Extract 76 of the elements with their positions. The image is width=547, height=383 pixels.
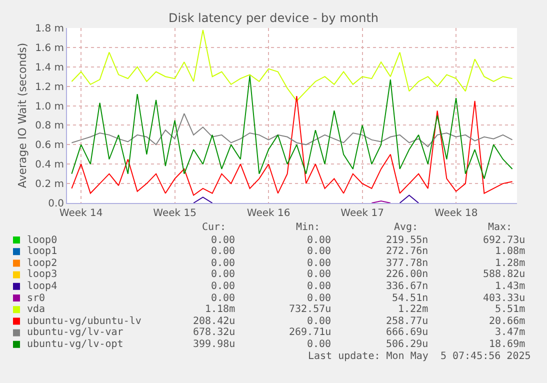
text: 0.00 — [211, 269, 236, 280]
text: Min: — [296, 222, 320, 233]
text: 208.42u — [193, 316, 236, 327]
x-tick-label: Week 17 — [340, 208, 384, 219]
legend-label: loop1 — [27, 246, 58, 257]
legend-label: vda — [27, 304, 46, 315]
y-tick-label: 0.0 — [48, 198, 64, 210]
x-tick-label: Week 18 — [434, 208, 478, 219]
text: 0.00 — [211, 258, 236, 269]
chart-title: Disk latency per device - by month — [168, 11, 379, 26]
y-axis-title: Average IO Wait (seconds) — [16, 42, 29, 188]
line-series — [71, 113, 513, 148]
text: 399.98u — [193, 339, 236, 350]
text: 0.00 — [211, 281, 236, 292]
text: 1.28m — [495, 258, 526, 269]
text: 272.76n — [386, 246, 428, 257]
text: 678.32u — [193, 327, 236, 338]
legend-label: loop4 — [27, 281, 58, 292]
legend-label: ubuntu-vg/lv-opt — [27, 339, 124, 350]
legend-label: loop0 — [27, 235, 58, 246]
text: 506.29u — [386, 339, 428, 350]
text: 1.43m — [495, 281, 526, 292]
x-tick-label: Week 14 — [59, 208, 103, 219]
y-tick-label: 1.0 m — [35, 101, 64, 112]
y-tick-label: 1.2 m — [35, 82, 64, 93]
y-tick-label: 1.6 m — [35, 42, 64, 54]
text: 0.00 — [307, 316, 332, 327]
text: 54.51n — [392, 293, 428, 304]
y-tick-label: 0.4 m — [35, 160, 64, 171]
text: 403.33u — [483, 293, 526, 304]
text: 666.69u — [386, 327, 428, 338]
text: 0.00 — [307, 339, 332, 350]
text: 269.71u — [289, 327, 332, 338]
y-tick-label: 1.4 m — [35, 62, 64, 74]
text: Max: — [488, 222, 512, 233]
text: 0.00 — [211, 235, 236, 246]
text: 377.78n — [386, 258, 428, 269]
text: 692.73u — [483, 235, 526, 246]
text: 0.00 — [307, 258, 332, 269]
legend-label: loop2 — [27, 258, 58, 269]
text: 219.55n — [386, 235, 428, 246]
text: 588.82u — [483, 269, 526, 280]
text: 0.00 — [307, 281, 332, 292]
y-tick-label: 0.6 m — [35, 140, 64, 152]
text: 5.51m — [495, 304, 526, 315]
text: 0.00 — [307, 246, 332, 257]
text: 3.47m — [495, 327, 526, 338]
text: 18.69m — [489, 339, 526, 350]
line-series — [71, 75, 513, 180]
text: 732.57u — [289, 304, 332, 315]
text: 0.00 — [307, 269, 332, 280]
line-series — [71, 96, 513, 196]
text: 1.18m — [205, 304, 236, 315]
text: 336.67n — [386, 281, 428, 292]
text: 20.66m — [489, 316, 526, 327]
legend-label: ubuntu-vg/ubuntu-lv — [27, 316, 142, 327]
text: 0.00 — [307, 235, 332, 246]
text: 258.77u — [386, 316, 428, 327]
text: 0.00 — [211, 293, 236, 304]
legend-label: ubuntu-vg/lv-var — [27, 327, 124, 338]
legend-label: loop3 — [27, 269, 58, 280]
x-tick-label: Week 16 — [246, 208, 290, 219]
text: 0.00 — [211, 246, 236, 257]
text: Last update: Mon May 5 07:45:56 2025 — [308, 351, 531, 362]
text: Avg: — [394, 222, 418, 233]
y-tick-label: 0.8 m — [35, 120, 64, 132]
y-tick-label: 0.2 m — [35, 179, 64, 190]
text: 1.22m — [398, 304, 428, 315]
text: 1.08m — [495, 246, 526, 257]
x-tick-label: Week 15 — [153, 208, 196, 219]
line-series — [71, 29, 513, 102]
legend-label: sr0 — [27, 293, 46, 304]
text: 226.00n — [386, 269, 428, 280]
text: 0.00 — [307, 293, 332, 304]
y-tick-label: 1.8 m — [35, 24, 64, 34]
text: Cur: — [202, 222, 226, 233]
